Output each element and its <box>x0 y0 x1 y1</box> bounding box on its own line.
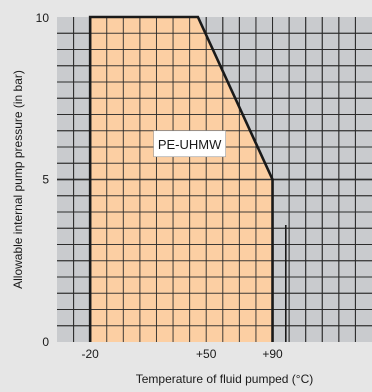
y-axis-ticks: 0 5 10 <box>36 11 50 349</box>
x-axis-label: Temperature of fluid pumped (°C) <box>136 372 314 386</box>
region-label-text: PE-UHMW <box>158 137 222 152</box>
grid-overlay <box>57 17 372 342</box>
y-tick-label: 10 <box>36 11 50 25</box>
x-tick-label: -20 <box>81 347 99 361</box>
region-label-box <box>153 130 226 158</box>
x-tick-label: +50 <box>196 347 217 361</box>
y-axis-label: Allowable internal pump pressure (in bar… <box>11 70 25 289</box>
region-label: PE-UHMW <box>153 130 226 158</box>
pe-uhmw-boundary-line <box>88 15 274 342</box>
x-tick-label: +90 <box>262 347 283 361</box>
y-tick-label: 0 <box>42 335 49 349</box>
x-axis-ticks: -20 +50 +90 <box>81 347 283 361</box>
y-tick-label: 5 <box>42 173 49 187</box>
